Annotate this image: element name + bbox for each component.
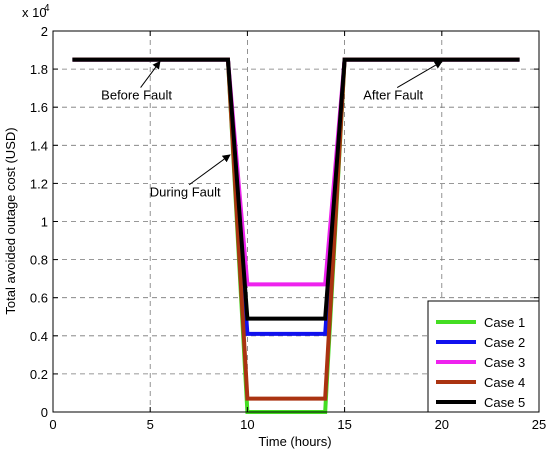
series-line-case-5 [72,57,520,321]
x-tick-label: 25 [532,417,546,432]
legend-label: Case 1 [484,315,525,330]
y-tick-label: 0 [41,405,48,420]
x-axis-label: Time (hours) [258,434,331,449]
y-exponent-label: x 10 [22,5,47,20]
y-tick-label: 1.4 [30,138,48,153]
x-tick-label: 20 [435,417,449,432]
x-tick-label: 5 [147,417,154,432]
y-tick-label: 2 [41,24,48,39]
y-tick-label: 1 [41,215,48,230]
legend-label: Case 4 [484,375,525,390]
annotation-label: During Fault [150,185,221,200]
y-exponent-power: 4 [44,3,50,14]
annotation-label: Before Fault [101,88,172,103]
legend-label: Case 3 [484,355,525,370]
legend-box [427,300,540,413]
y-tick-label: 0.6 [30,291,48,306]
y-tick-label: 0.2 [30,367,48,382]
y-tick-label: 1.6 [30,100,48,115]
annotation-arrow [188,154,231,186]
x-tick-label: 0 [49,417,56,432]
y-tick-label: 1.8 [30,62,48,77]
y-tick-label: 0.4 [30,329,48,344]
annotation-label: After Fault [363,88,423,103]
annotation-arrow [140,60,161,88]
y-tick-label: 1.2 [30,176,48,191]
y-axis-label: Total avoided outage cost (USD) [3,127,18,314]
x-tick-label: 10 [240,417,254,432]
x-tick-label: 15 [337,417,351,432]
y-tick-labels: 0 0.2 0.4 0.6 0.8 1 1.2 1.4 1.6 1.8 2 [30,24,48,420]
x-tick-labels: 0 5 10 15 20 25 [49,417,546,432]
legend: Case 1 Case 2 Case 3 Case 4 Case 5 [427,300,540,413]
legend-label: Case 5 [484,395,525,410]
y-tick-label: 0.8 [30,253,48,268]
legend-label: Case 2 [484,335,525,350]
annotation-arrow [396,61,443,89]
annotations-layer: Before Fault During Fault After Fault [101,60,443,200]
